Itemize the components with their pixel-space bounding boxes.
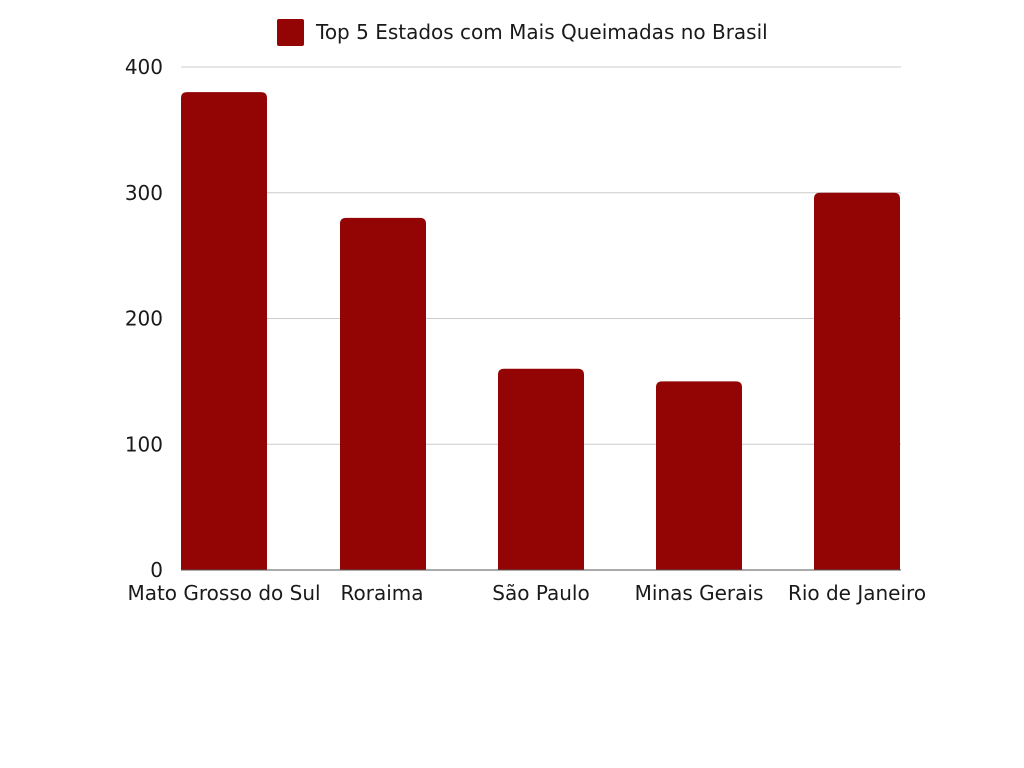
- legend-swatch: [277, 19, 304, 46]
- x-tick-label: Mato Grosso do Sul: [127, 581, 320, 605]
- y-tick-label: 0: [150, 558, 163, 582]
- y-tick-label: 200: [125, 307, 163, 331]
- bar-layer: [181, 92, 900, 571]
- bar-roraima: [340, 217, 426, 570]
- bar-s-o-paulo: [498, 368, 584, 570]
- bar-rio-de-janeiro: [814, 192, 900, 570]
- y-tick-label: 100: [125, 432, 163, 456]
- x-tick-label: Rio de Janeiro: [788, 581, 926, 605]
- y-tick-label: 400: [125, 55, 163, 79]
- bar-minas-gerais: [656, 381, 742, 570]
- legend: Top 5 Estados com Mais Queimadas no Bras…: [277, 19, 768, 46]
- x-tick-label: São Paulo: [492, 581, 589, 605]
- legend-label: Top 5 Estados com Mais Queimadas no Bras…: [315, 20, 768, 44]
- bar-mato-grosso-do-sul: [181, 92, 267, 571]
- axis-layer: 0 100 200 300 400 Mato Grosso do Sul Roraima Sã…: [125, 55, 926, 605]
- x-tick-label: Roraima: [340, 581, 423, 605]
- y-tick-label: 300: [125, 181, 163, 205]
- x-tick-label: Minas Gerais: [635, 581, 764, 605]
